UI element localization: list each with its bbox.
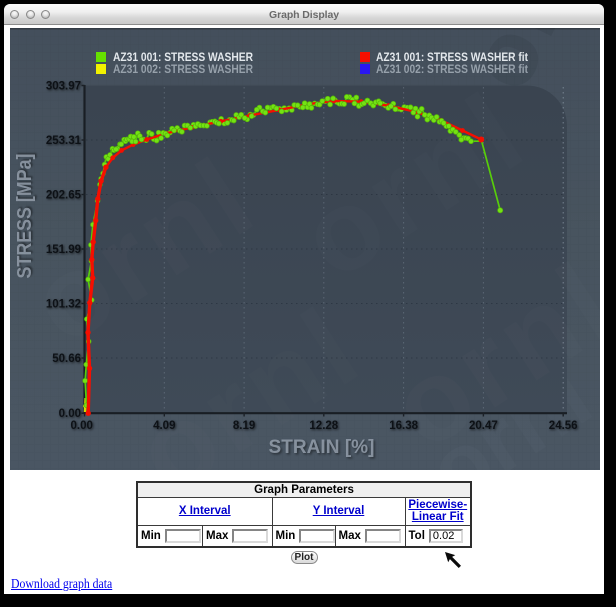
- svg-text:STRAIN [%]: STRAIN [%]: [269, 437, 375, 458]
- svg-text:AZ31 002: STRESS WASHER: AZ31 002: STRESS WASHER: [113, 64, 254, 76]
- svg-text:20.47: 20.47: [469, 420, 498, 432]
- svg-text:303.97: 303.97: [46, 80, 81, 92]
- svg-text:24.56: 24.56: [549, 420, 578, 432]
- svg-text:202.65: 202.65: [46, 189, 82, 201]
- svg-text:0.00: 0.00: [59, 408, 81, 420]
- svg-text:253.31: 253.31: [46, 135, 82, 147]
- svg-text:12.28: 12.28: [309, 420, 338, 432]
- svg-text:8.19: 8.19: [233, 420, 255, 432]
- svg-text:AZ31 001: STRESS WASHER: AZ31 001: STRESS WASHER: [113, 52, 254, 64]
- svg-text:16.38: 16.38: [389, 420, 418, 432]
- svg-text:AZ31 002: STRESS WASHER fit: AZ31 002: STRESS WASHER fit: [376, 64, 528, 76]
- svg-text:AZ31 001: STRESS WASHER fit: AZ31 001: STRESS WASHER fit: [376, 52, 528, 64]
- svg-text:STRESS [MPa]: STRESS [MPa]: [14, 154, 36, 279]
- svg-text:50.66: 50.66: [52, 353, 81, 365]
- svg-text:0.00: 0.00: [71, 420, 93, 432]
- svg-text:151.99: 151.99: [46, 244, 81, 256]
- svg-text:4.09: 4.09: [153, 420, 175, 432]
- svg-text:101.32: 101.32: [46, 298, 81, 310]
